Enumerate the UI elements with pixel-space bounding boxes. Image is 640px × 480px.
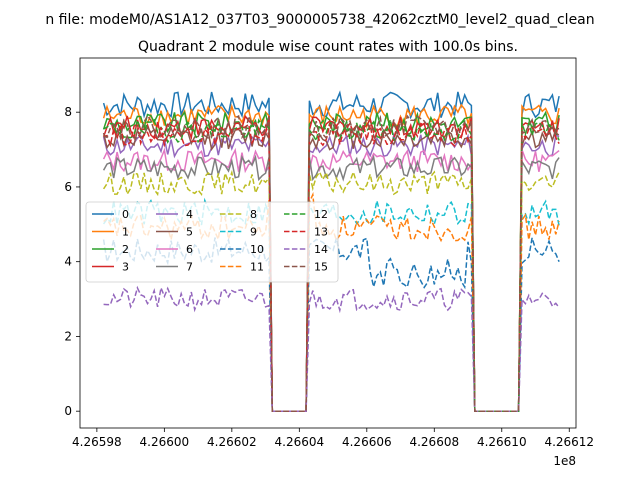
- x-tick-label: 4.26600: [140, 435, 190, 449]
- chart-title: Quadrant 2 module wise count rates with …: [138, 39, 518, 55]
- legend-box: [85, 201, 339, 283]
- legend-label: 3: [122, 261, 129, 274]
- legend-label: 0: [122, 208, 129, 221]
- x-offset-label: 1e8: [553, 454, 576, 468]
- y-tick-label: 0: [64, 404, 72, 418]
- legend-label: 8: [250, 208, 257, 221]
- legend-label: 13: [314, 226, 328, 239]
- legend-label: 1: [122, 226, 129, 239]
- legend-label: 2: [122, 243, 129, 256]
- plot-frame: [79, 57, 577, 429]
- x-tick-label: 4.26612: [544, 435, 594, 449]
- legend-label: 5: [186, 226, 193, 239]
- series-line-14: [103, 285, 560, 412]
- legend-label: 9: [250, 226, 257, 239]
- x-tick-label: 4.26602: [207, 435, 257, 449]
- y-tick-label: 6: [64, 180, 72, 194]
- legend-label: 12: [314, 208, 328, 221]
- legend-label: 14: [314, 243, 328, 256]
- x-tick-label: 4.26598: [72, 435, 122, 449]
- x-tick-label: 4.26604: [275, 435, 325, 449]
- x-axis: 4.26598 4.26600 4.26602 4.26604 4.26606 4.266…: [72, 428, 594, 449]
- legend-label: 10: [250, 243, 264, 256]
- figure-suptitle: n file: modeM0/AS1A12_037T03_9000005738_…: [45, 12, 594, 28]
- legend-label: 6: [186, 243, 193, 256]
- x-tick-label: 4.26606: [342, 435, 392, 449]
- x-tick-label: 4.26610: [477, 435, 527, 449]
- legend-label: 4: [186, 208, 193, 221]
- series-line-15: [103, 113, 560, 412]
- x-tick-label: 4.26608: [409, 435, 459, 449]
- y-tick-label: 8: [64, 105, 72, 119]
- series-line-7: [102, 154, 560, 412]
- y-tick-label: 4: [64, 255, 72, 269]
- legend-label: 11: [250, 261, 264, 274]
- y-tick-label: 2: [64, 329, 72, 343]
- legend-label: 7: [186, 261, 193, 274]
- y-axis: 0 2 4 6 8: [64, 105, 80, 418]
- legend-label: 15: [314, 261, 328, 274]
